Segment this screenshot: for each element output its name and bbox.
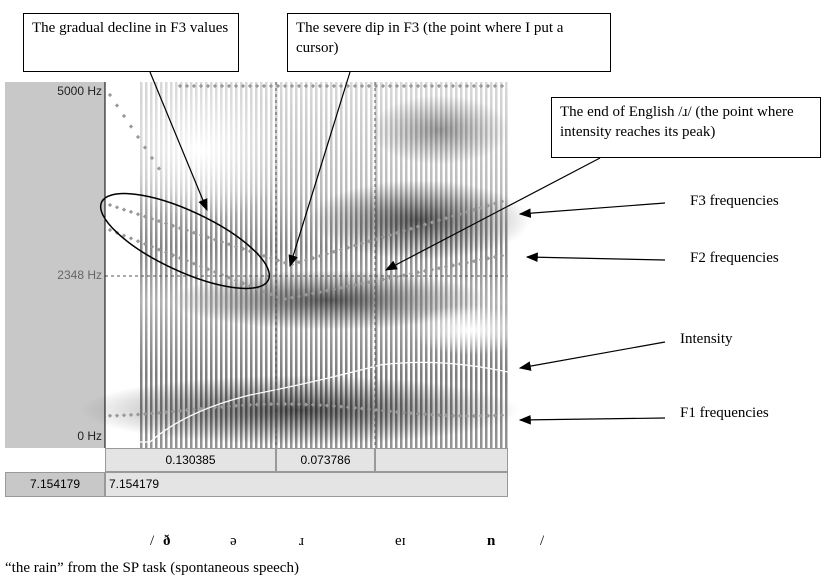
phoneme: /	[150, 533, 154, 550]
time-cell: 7.154179	[5, 472, 105, 497]
frequency-label: 0 Hz	[77, 429, 102, 443]
page: {"annotations": ["The gradual decline in…	[0, 0, 826, 580]
phoneme: eɪ	[395, 533, 406, 550]
label: F1 frequencies	[680, 405, 769, 422]
phoneme: ɹ	[299, 533, 304, 550]
interval-cell: 0.073786	[276, 448, 375, 472]
interval-cell	[375, 448, 508, 472]
annotation: The gradual decline in F3 values	[23, 13, 239, 72]
phoneme: n	[487, 533, 495, 550]
annotation: The severe dip in F3 (the point where I …	[287, 13, 611, 72]
caption: “the rain” from the SP task (spontaneous…	[5, 560, 299, 577]
interval-cell: 0.130385	[105, 448, 276, 472]
phoneme: ð	[163, 533, 171, 550]
annotation: The end of English /ɹ/ (the point where …	[551, 97, 821, 158]
frequency-label: 5000 Hz	[57, 84, 102, 98]
left-panel	[5, 82, 105, 448]
phoneme: /	[540, 533, 544, 550]
label: F2 frequencies	[690, 250, 779, 267]
phoneme: ə	[230, 533, 237, 550]
label: Intensity	[680, 331, 733, 348]
spectrogram	[80, 80, 530, 448]
label: F3 frequencies	[690, 193, 779, 210]
time-cell: 7.154179	[105, 472, 508, 497]
frequency-label: 2348 Hz	[57, 268, 102, 282]
